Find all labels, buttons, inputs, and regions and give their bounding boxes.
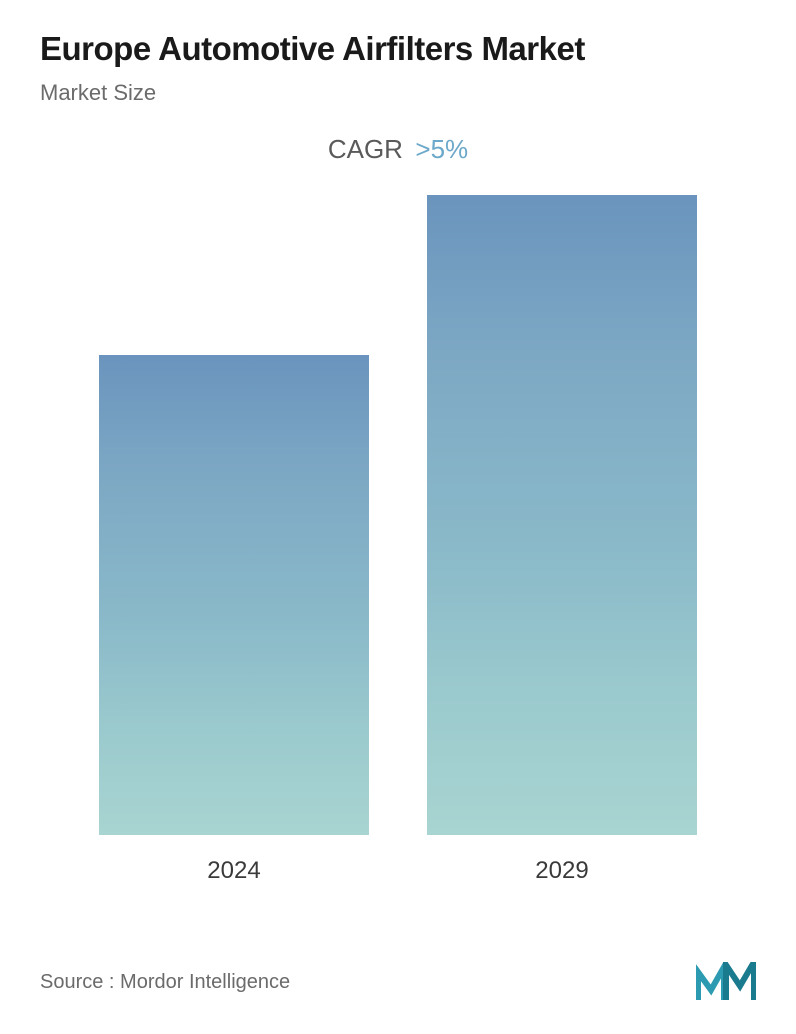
- cagr-row: CAGR >5%: [40, 134, 756, 165]
- bar-chart: 2024 2029: [40, 205, 756, 885]
- bar-2029: [427, 195, 697, 835]
- cagr-value: >5%: [415, 134, 468, 164]
- mordor-logo-icon: [696, 962, 756, 1002]
- source-text: Source : Mordor Intelligence: [40, 971, 290, 994]
- bar-label-2029: 2029: [535, 857, 588, 885]
- page-subtitle: Market Size: [40, 80, 756, 106]
- bar-group-2024: 2024: [99, 355, 369, 885]
- page-title: Europe Automotive Airfilters Market: [40, 30, 756, 68]
- bar-group-2029: 2029: [427, 195, 697, 885]
- bar-2024: [99, 355, 369, 835]
- bar-label-2024: 2024: [207, 857, 260, 885]
- footer: Source : Mordor Intelligence: [40, 962, 756, 1002]
- cagr-label: CAGR: [328, 134, 403, 164]
